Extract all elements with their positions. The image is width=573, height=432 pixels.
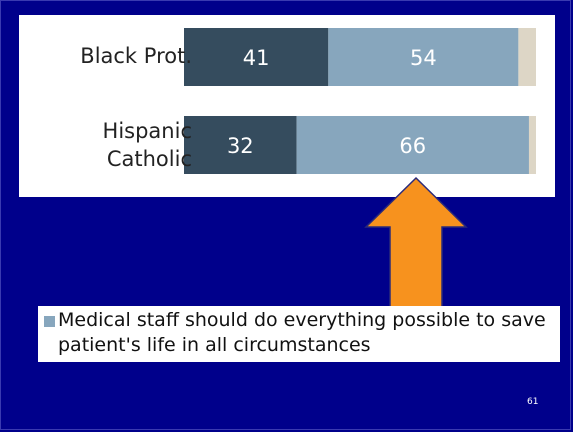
bar-value-label-1-0: 32 (227, 134, 254, 158)
bar-value-label-0-0: 41 (243, 46, 270, 70)
bar-value-label-1-1: 66 (399, 134, 426, 158)
category-label-1: Hispanic Catholic (102, 119, 192, 171)
category-label-0: Black Prot. (80, 44, 192, 68)
bar-segment-1-0 (184, 116, 297, 174)
bar-value-label-0-1: 54 (410, 46, 437, 70)
page-number: 61 (527, 397, 539, 407)
legend-swatch (44, 316, 55, 327)
chart-panel: 41 54 32 66 Black Prot. Hispanic Catholic (19, 15, 555, 197)
bar-segment-0-2 (518, 28, 536, 86)
up-arrow-icon (364, 176, 468, 310)
bar-segment-0-0 (184, 28, 329, 86)
legend-text: Medical staff should do everything possi… (58, 309, 546, 356)
bar-segment-1-1 (296, 116, 529, 174)
bar-segment-0-1 (328, 28, 519, 86)
bar-segment-1-2 (528, 116, 536, 174)
legend: Medical staff should do everything possi… (38, 306, 560, 362)
stacked-bar-chart: 41 54 32 66 (184, 28, 536, 174)
